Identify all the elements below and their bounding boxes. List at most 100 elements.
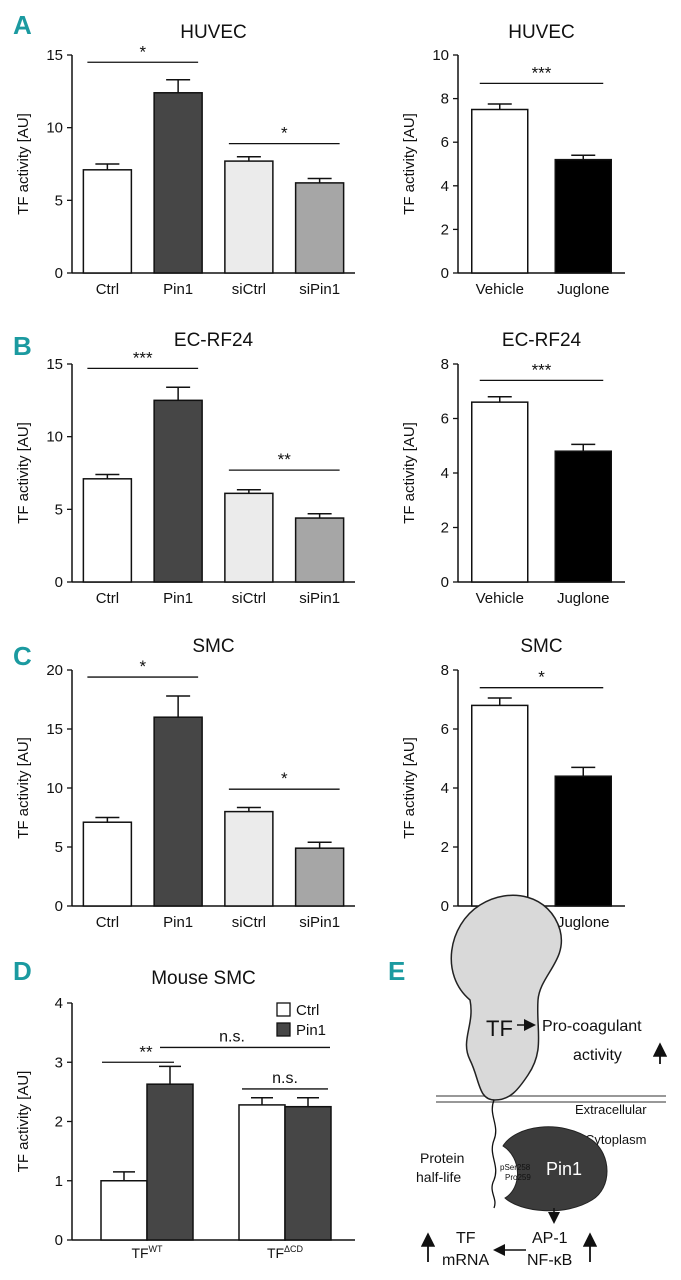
x-tick-label-d-1: TFΔCD bbox=[267, 1244, 304, 1261]
pin1-enzyme-shape bbox=[502, 1126, 608, 1212]
y-axis-label-b-right: TF activity [AU] bbox=[401, 422, 418, 524]
significance-label-c-left: * bbox=[281, 769, 288, 788]
group-label-base: TF bbox=[267, 1245, 284, 1261]
tf-protein-shape bbox=[450, 894, 563, 1101]
y-tick-label-b-left: 5 bbox=[55, 501, 63, 518]
y-tick-label-d: 1 bbox=[55, 1173, 63, 1190]
x-tick-label-a-left: Pin1 bbox=[163, 281, 193, 298]
bar-c-right-1 bbox=[554, 775, 612, 907]
tf-mrna-label-tf: TF bbox=[456, 1230, 476, 1247]
y-tick-label-d: 0 bbox=[55, 1232, 63, 1249]
x-tick-label-b-left: siCtrl bbox=[232, 590, 266, 607]
tf-protein-label: TF bbox=[486, 1016, 513, 1041]
y-tick-label-b-left: 15 bbox=[46, 356, 63, 373]
pro-coagulant-label: Pro-coagulant bbox=[542, 1018, 642, 1035]
panel-letter-c: C bbox=[13, 641, 32, 671]
y-tick-label-a-left: 15 bbox=[46, 47, 63, 64]
y-tick-label-c-right: 8 bbox=[441, 662, 449, 679]
y-axis-label-c-right: TF activity [AU] bbox=[401, 737, 418, 839]
y-tick-label-c-right: 4 bbox=[441, 780, 449, 797]
significance-label-a-right: *** bbox=[532, 63, 552, 82]
group-label-base: TF bbox=[131, 1245, 148, 1261]
y-tick-label-a-right: 6 bbox=[441, 134, 449, 151]
bar-b-left-1 bbox=[153, 399, 203, 583]
legend-label-ctrl: Ctrl bbox=[296, 1002, 319, 1019]
x-tick-label-b-right: Juglone bbox=[557, 590, 610, 607]
ap1-label: AP-1 bbox=[532, 1230, 568, 1247]
y-tick-label-c-right: 0 bbox=[441, 898, 449, 915]
y-tick-label-d: 4 bbox=[55, 995, 63, 1012]
significance-label-c-left: * bbox=[139, 657, 146, 676]
legend-label-pin1: Pin1 bbox=[296, 1022, 326, 1039]
x-tick-label-c-left: siCtrl bbox=[232, 914, 266, 931]
bar-b-right-1 bbox=[554, 450, 612, 583]
x-tick-label-b-left: siPin1 bbox=[299, 590, 340, 607]
y-tick-label-b-left: 10 bbox=[46, 429, 63, 446]
legend-swatch-ctrl bbox=[276, 1002, 291, 1017]
panel-letter-d: D bbox=[13, 956, 32, 986]
x-tick-label-a-right: Juglone bbox=[557, 281, 610, 298]
cytoplasmic-tail bbox=[491, 1099, 497, 1209]
pser258-label: pSer258 bbox=[500, 1163, 531, 1172]
pin1-label: Pin1 bbox=[546, 1159, 582, 1179]
y-tick-label-b-right: 6 bbox=[441, 411, 449, 428]
pin1-mechanism-diagram: TF Pro-coagulant activity Extracellular … bbox=[416, 894, 668, 1269]
x-tick-label-c-left: siPin1 bbox=[299, 914, 340, 931]
y-axis-label-d: TF activity [AU] bbox=[15, 1071, 32, 1173]
y-tick-label-a-right: 8 bbox=[441, 91, 449, 108]
extracellular-label: Extracellular bbox=[575, 1102, 647, 1117]
y-axis-label-b-left: TF activity [AU] bbox=[15, 422, 32, 524]
significance-label-b-right: *** bbox=[532, 360, 552, 379]
bar-c-left-2 bbox=[224, 810, 274, 907]
significance-label-b-left: ** bbox=[278, 450, 292, 469]
y-tick-label-c-left: 10 bbox=[46, 780, 63, 797]
y-axis-label-a-right: TF activity [AU] bbox=[401, 113, 418, 215]
x-tick-label-a-left: siCtrl bbox=[232, 281, 266, 298]
chart-title-c-left: SMC bbox=[192, 636, 234, 657]
y-tick-label-c-right: 2 bbox=[441, 839, 449, 856]
x-tick-label-d-0: TFWT bbox=[131, 1244, 163, 1261]
y-tick-label-b-right: 0 bbox=[441, 574, 449, 591]
y-tick-label-b-right: 8 bbox=[441, 356, 449, 373]
y-tick-label-a-right: 10 bbox=[432, 47, 449, 64]
y-tick-label-a-right: 4 bbox=[441, 178, 449, 195]
y-tick-label-c-left: 0 bbox=[55, 898, 63, 915]
y-tick-label-c-left: 20 bbox=[46, 662, 63, 679]
bar-d-pin1-0 bbox=[146, 1083, 194, 1241]
y-tick-label-c-left: 15 bbox=[46, 721, 63, 738]
bar-c-left-3 bbox=[294, 847, 345, 907]
half-life-label: half-life bbox=[416, 1169, 461, 1185]
y-axis-label-c-left: TF activity [AU] bbox=[15, 737, 32, 839]
x-tick-label-b-left: Pin1 bbox=[163, 590, 193, 607]
bar-a-left-1 bbox=[153, 92, 203, 274]
bar-b-left-0 bbox=[82, 478, 133, 583]
nfkb-label: NF-κB bbox=[527, 1252, 572, 1269]
bar-c-right-0 bbox=[471, 704, 529, 907]
significance-label-a-left: * bbox=[281, 124, 288, 143]
y-tick-label-d: 2 bbox=[55, 1114, 63, 1131]
bar-d-ctrl-1 bbox=[238, 1104, 286, 1241]
x-tick-label-b-left: Ctrl bbox=[96, 590, 119, 607]
chart-title-a-left: HUVEC bbox=[180, 22, 247, 43]
bar-d-pin1-1 bbox=[284, 1105, 332, 1241]
bar-c-left-1 bbox=[153, 716, 203, 907]
bar-a-left-3 bbox=[294, 182, 345, 274]
significance-label-a-left: * bbox=[139, 42, 146, 61]
y-tick-label-a-left: 0 bbox=[55, 265, 63, 282]
bar-a-left-2 bbox=[224, 160, 274, 274]
y-tick-label-d: 3 bbox=[55, 1054, 63, 1071]
panel-letter-e: E bbox=[388, 956, 405, 986]
bar-b-right-0 bbox=[471, 401, 529, 583]
tf-mrna-label-mrna: mRNA bbox=[442, 1252, 489, 1269]
bar-c-left-0 bbox=[82, 821, 133, 907]
legend-swatch-pin1 bbox=[276, 1022, 291, 1037]
group-label-superscript: ΔCD bbox=[284, 1244, 304, 1254]
x-tick-label-c-right: Juglone bbox=[557, 914, 610, 931]
significance-label-d: n.s. bbox=[272, 1070, 298, 1087]
activity-label: activity bbox=[573, 1047, 622, 1064]
significance-label-c-right: * bbox=[538, 668, 545, 687]
bar-b-left-2 bbox=[224, 492, 274, 583]
protein-label: Protein bbox=[420, 1150, 464, 1166]
